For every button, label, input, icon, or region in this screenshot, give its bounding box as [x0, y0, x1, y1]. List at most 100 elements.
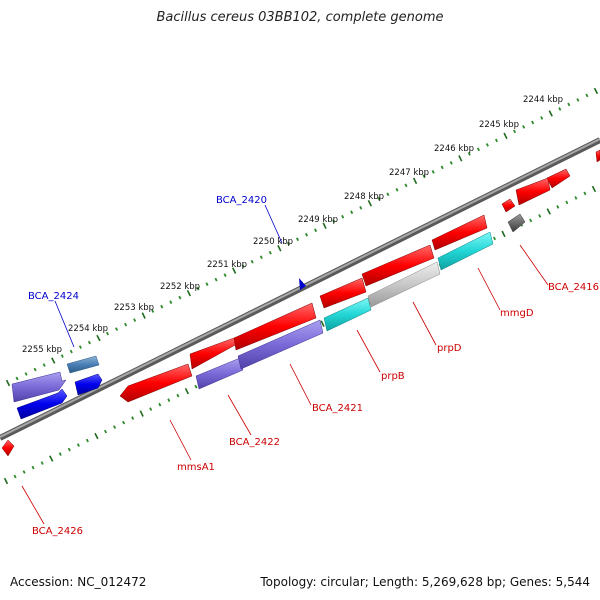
ruler-tick-minor: [87, 340, 91, 345]
ruler-label: 2252 kbp: [160, 282, 200, 292]
ruler-tick-minor: [556, 205, 560, 209]
ruler-tick-minor: [76, 443, 80, 447]
ruler-tick-minor: [149, 407, 153, 411]
ruler-tick-minor: [60, 354, 64, 358]
ruler-tick-minor: [583, 191, 587, 196]
ruler-tick-minor: [105, 331, 110, 336]
ruler-tick-minor: [286, 241, 290, 246]
ruler-tick-minor: [522, 125, 526, 129]
ruler-tick-minor: [205, 282, 209, 286]
ruler-tick-major: [231, 267, 237, 274]
ruler-label: 2250 kbp: [253, 237, 293, 247]
gene-forward-red: [431, 214, 488, 251]
gene-labels: BCA_2420 BCA_2424 BCA_2416 mmgD prpD prp…: [28, 195, 599, 537]
gene-forward-red-small: [501, 198, 516, 213]
ruler-tick-minor: [151, 309, 155, 313]
ruler-tick-major: [320, 320, 325, 327]
ruler-tick-minor: [440, 165, 444, 170]
ruler-tick-minor: [422, 174, 426, 179]
gene-bca-2421: [237, 319, 324, 370]
map-title: Bacillus cereus 03BB102, complete genome: [156, 10, 444, 25]
gene-label-mmgd: mmgD: [500, 308, 534, 319]
gene-label-bca-2420: BCA_2420: [216, 195, 267, 206]
ruler-tick-major: [184, 387, 190, 395]
ruler-tick-minor: [538, 214, 542, 218]
ruler-label: 2249 kbp: [298, 215, 338, 225]
ruler-label: 2248 kbp: [344, 192, 384, 202]
gene-forward-red: [515, 177, 551, 206]
ruler-tick-minor: [268, 250, 272, 255]
gene-label-bca-2426: BCA_2426: [32, 526, 83, 537]
ruler-tick-major: [139, 410, 144, 417]
ruler-tick-minor: [485, 143, 489, 147]
ruler-tick-minor: [404, 183, 408, 188]
ruler-tick-minor: [196, 286, 200, 291]
ruler-tick-minor: [67, 447, 71, 452]
gene-bca-2426: [1, 439, 15, 457]
ruler-tick-major: [367, 200, 373, 207]
ruler-tick-minor: [529, 218, 533, 223]
ruler-tick-minor: [295, 237, 300, 242]
ruler-tick-minor: [395, 187, 399, 192]
ruler-tick-major: [546, 208, 551, 215]
ruler-tick-minor: [476, 147, 480, 152]
gene-forward-red: [233, 302, 317, 351]
ruler-tick-minor: [558, 107, 562, 111]
ruler-tick-minor: [494, 138, 499, 143]
ruler-label: 2254 kbp: [68, 324, 108, 334]
ruler-tick-minor: [332, 219, 336, 224]
gene-forward-red: [546, 168, 571, 189]
ruler-tick-minor: [540, 116, 544, 120]
gene-bca-2424-small: [66, 355, 100, 374]
ruler-tick-minor: [160, 304, 164, 309]
ruler-label: 2245 kbp: [479, 120, 519, 130]
ruler-tick-minor: [449, 160, 453, 165]
ruler-tick-major: [51, 357, 56, 364]
gene-label-bca-2416: BCA_2416: [548, 282, 599, 293]
ruler-tick-minor: [574, 196, 578, 200]
gene-marker-blue: [299, 278, 306, 290]
ruler-tick-minor: [113, 425, 117, 429]
ruler-tick-minor: [122, 420, 126, 425]
ruler-tick-minor: [304, 232, 309, 237]
ruler-tick-minor: [69, 349, 73, 354]
ruler-tick-major: [412, 177, 418, 185]
ruler-tick-minor: [431, 169, 435, 174]
gene-forward-blue-long: [16, 388, 68, 420]
gene-bca-2416: [507, 213, 526, 233]
reverse-strand-genes: [1, 213, 526, 457]
ruler-labels: 2244 kbp 2245 kbp 2246 kbp 2247 kbp 2248…: [22, 95, 563, 355]
ruler-tick-minor: [259, 255, 263, 260]
gene-bca-2424-top: [11, 371, 67, 403]
ruler-tick-major: [3, 477, 9, 485]
ruler-tick-minor: [158, 402, 162, 407]
ruler-tick-minor: [241, 264, 245, 269]
ruler-tick-minor: [214, 277, 218, 282]
ruler-tick-minor: [40, 461, 44, 465]
ruler-tick-minor: [250, 259, 254, 264]
ruler-tick-major: [593, 87, 599, 95]
ruler-tick-minor: [386, 192, 390, 197]
ruler-label: 2253 kbp: [114, 303, 154, 313]
ruler-tick-minor: [492, 236, 497, 241]
gene-forward-red-edge: [595, 149, 600, 163]
ruler-tick-minor: [131, 416, 135, 420]
ruler-tick-minor: [576, 98, 580, 102]
genome-summary: Topology: circular; Length: 5,269,628 bp…: [260, 575, 590, 589]
ruler-tick-minor: [314, 228, 318, 233]
ruler-tick-minor: [58, 452, 62, 456]
ruler-tick-major: [503, 132, 508, 140]
gene-forward-red: [361, 244, 435, 287]
ruler-tick-major: [501, 230, 506, 238]
gene-prpb: [323, 297, 372, 332]
ruler-tick-major: [591, 185, 597, 193]
ruler-tick-minor: [178, 295, 182, 300]
ruler-tick-minor: [585, 93, 589, 98]
gene-mmgd: [437, 231, 494, 271]
ruler-tick-minor: [167, 398, 171, 402]
ruler-tick-major: [49, 455, 54, 462]
ruler-tick-minor: [33, 367, 37, 372]
gene-forward-blue: [74, 373, 103, 396]
ruler-tick-major: [96, 334, 101, 342]
gene-label-prpb: prpB: [381, 371, 405, 382]
